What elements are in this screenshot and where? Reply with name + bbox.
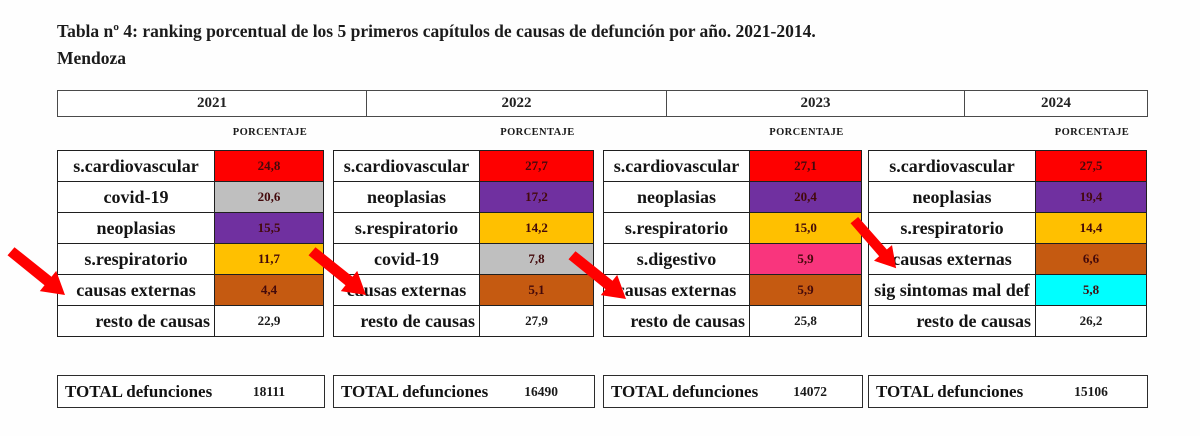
table-row: neoplasias 17,2 xyxy=(333,181,594,213)
cause-cell: neoplasias xyxy=(603,181,750,213)
total-box-2021: TOTAL defunciones 18111 xyxy=(57,375,325,408)
table-title-line1: Tabla nº 4: ranking porcentual de los 5 … xyxy=(57,21,816,41)
percentage-cell: 5,9 xyxy=(749,274,862,306)
table-row: s.cardiovascular 27,1 xyxy=(603,150,862,182)
cause-cell: resto de causas xyxy=(868,305,1036,337)
red-arrow-icon xyxy=(308,247,366,295)
cause-cell: s.respiratorio xyxy=(333,212,480,244)
percentage-cell: 5,1 xyxy=(479,274,594,306)
cause-cell: resto de causas xyxy=(603,305,750,337)
cause-cell: s.cardiovascular xyxy=(333,150,480,182)
red-arrow-icon xyxy=(568,251,626,299)
percentage-cell: 25,8 xyxy=(749,305,862,337)
table-title: Tabla nº 4: ranking porcentual de los 5 … xyxy=(57,18,1137,72)
table-row: neoplasias 19,4 xyxy=(868,181,1147,213)
table-row: covid-19 7,8 xyxy=(333,243,594,275)
porcentaje-label-2022: PORCENTAJE xyxy=(500,127,575,138)
ranking-group-2024: s.cardiovascular 27,5 neoplasias 19,4 s.… xyxy=(868,150,1147,337)
table-row: neoplasias 15,5 xyxy=(57,212,324,244)
table-row: sig sintomas mal def 5,8 xyxy=(868,274,1147,306)
percentage-cell: 20,6 xyxy=(214,181,324,213)
total-value: 16490 xyxy=(524,383,558,399)
table-row: s.respiratorio 14,2 xyxy=(333,212,594,244)
percentage-cell: 15,0 xyxy=(749,212,862,244)
percentage-cell: 27,5 xyxy=(1035,150,1147,182)
ranking-group-2021: s.cardiovascular 24,8 covid-19 20,6 neop… xyxy=(57,150,324,337)
year-header-2021: 2021 xyxy=(57,90,367,117)
total-label: TOTAL defunciones xyxy=(65,381,213,401)
cause-cell: s.digestivo xyxy=(603,243,750,275)
table-row: causas externas 4,4 xyxy=(57,274,324,306)
year-header-2022: 2022 xyxy=(367,90,667,117)
cause-cell: neoplasias xyxy=(57,212,215,244)
ranking-group-2022: s.cardiovascular 27,7 neoplasias 17,2 s.… xyxy=(333,150,594,337)
percentage-cell: 27,1 xyxy=(749,150,862,182)
percentage-cell: 15,5 xyxy=(214,212,324,244)
total-box-2023: TOTAL defunciones 14072 xyxy=(603,375,863,408)
table-row: resto de causas 26,2 xyxy=(868,305,1147,337)
table-row: neoplasias 20,4 xyxy=(603,181,862,213)
total-label: TOTAL defunciones xyxy=(611,381,759,401)
cause-cell: covid-19 xyxy=(57,181,215,213)
table-row: s.cardiovascular 27,5 xyxy=(868,150,1147,182)
cause-cell: s.respiratorio xyxy=(603,212,750,244)
cause-cell: resto de causas xyxy=(57,305,215,337)
table-row: resto de causas 25,8 xyxy=(603,305,862,337)
table-row: resto de causas 27,9 xyxy=(333,305,594,337)
red-arrow-icon xyxy=(7,247,65,295)
cause-cell: s.cardiovascular xyxy=(868,150,1036,182)
cause-cell: s.respiratorio xyxy=(57,243,215,275)
cause-cell: covid-19 xyxy=(333,243,480,275)
cause-cell: s.respiratorio xyxy=(868,212,1036,244)
percentage-cell: 17,2 xyxy=(479,181,594,213)
table-row: resto de causas 22,9 xyxy=(57,305,324,337)
table-row: s.digestivo 5,9 xyxy=(603,243,862,275)
percentage-cell: 14,2 xyxy=(479,212,594,244)
percentage-cell: 6,6 xyxy=(1035,243,1147,275)
percentage-cell: 24,8 xyxy=(214,150,324,182)
percentage-cell: 26,2 xyxy=(1035,305,1147,337)
cause-cell: causas externas xyxy=(603,274,750,306)
table-title-line2: Mendoza xyxy=(57,48,127,68)
cause-cell: sig sintomas mal def xyxy=(868,274,1036,306)
table-row: s.respiratorio 15,0 xyxy=(603,212,862,244)
porcentaje-label-2021: PORCENTAJE xyxy=(232,127,308,138)
cause-cell: causas externas xyxy=(57,274,215,306)
cause-cell: neoplasias xyxy=(868,181,1036,213)
table-row: s.respiratorio 14,4 xyxy=(868,212,1147,244)
table-row: causas externas 5,1 xyxy=(333,274,594,306)
total-value: 18111 xyxy=(252,383,286,399)
total-label: TOTAL defunciones xyxy=(876,381,1024,401)
percentage-cell: 5,8 xyxy=(1035,274,1147,306)
total-box-2024: TOTAL defunciones 15106 xyxy=(868,375,1148,408)
cause-cell: causas externas xyxy=(868,243,1036,275)
percentage-cell: 19,4 xyxy=(1035,181,1147,213)
porcentaje-label-2023: PORCENTAJE xyxy=(769,127,844,138)
year-header-2023: 2023 xyxy=(667,90,965,117)
percentage-cell: 22,9 xyxy=(214,305,324,337)
table-row: causas externas 5,9 xyxy=(603,274,862,306)
percentage-cell: 27,9 xyxy=(479,305,594,337)
table-row: covid-19 20,6 xyxy=(57,181,324,213)
red-arrow-icon xyxy=(850,217,897,269)
percentage-cell: 27,7 xyxy=(479,150,594,182)
percentage-cell: 11,7 xyxy=(214,243,324,275)
table-row: s.cardiovascular 27,7 xyxy=(333,150,594,182)
porcentaje-label-2024: PORCENTAJE xyxy=(1054,127,1130,138)
total-value: 15106 xyxy=(1074,383,1108,399)
total-box-2022: TOTAL defunciones 16490 xyxy=(333,375,595,408)
table-row: s.respiratorio 11,7 xyxy=(57,243,324,275)
ranking-group-2023: s.cardiovascular 27,1 neoplasias 20,4 s.… xyxy=(603,150,862,337)
percentage-cell: 20,4 xyxy=(749,181,862,213)
year-header-2024: 2024 xyxy=(965,90,1148,117)
total-label: TOTAL defunciones xyxy=(341,381,489,401)
total-value: 14072 xyxy=(793,383,827,399)
cause-cell: neoplasias xyxy=(333,181,480,213)
table-row: causas externas 6,6 xyxy=(868,243,1147,275)
cause-cell: s.cardiovascular xyxy=(57,150,215,182)
table-row: s.cardiovascular 24,8 xyxy=(57,150,324,182)
percentage-cell: 14,4 xyxy=(1035,212,1147,244)
cause-cell: s.cardiovascular xyxy=(603,150,750,182)
cause-cell: resto de causas xyxy=(333,305,480,337)
